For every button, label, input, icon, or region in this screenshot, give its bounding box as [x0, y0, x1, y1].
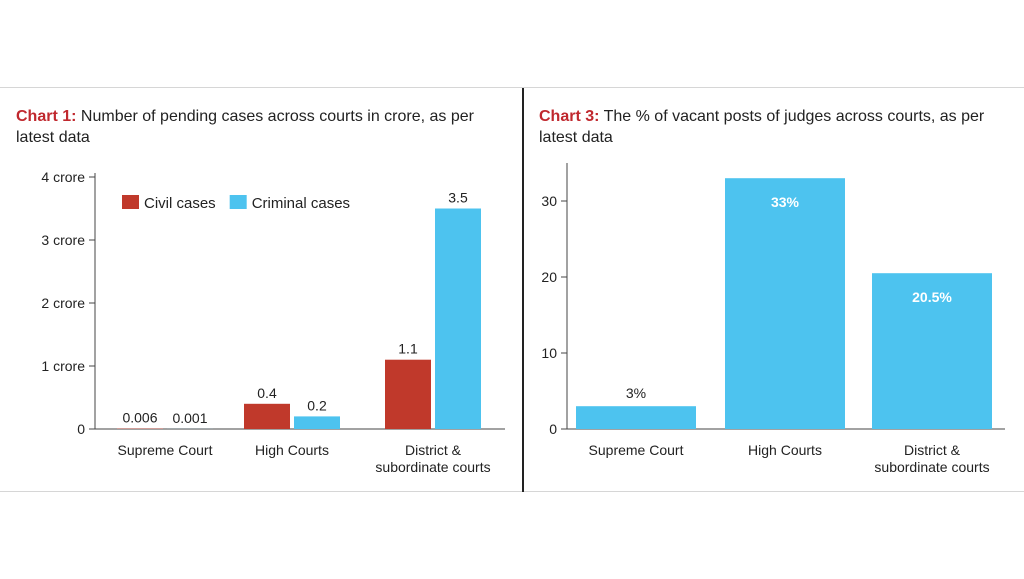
data-label: 0.2 — [307, 397, 327, 413]
chart-1-panel: Chart 1: Number of pending cases across … — [0, 88, 521, 491]
category-label: High Courts — [748, 442, 822, 458]
category-label: Supreme Court — [118, 442, 213, 458]
category-label: High Courts — [255, 442, 329, 458]
y-tick-label: 3 crore — [41, 232, 85, 248]
category-label-line: Supreme Court — [118, 442, 213, 458]
top-rule — [0, 87, 1024, 88]
category-label: Supreme Court — [589, 442, 684, 458]
data-label: 0.006 — [122, 410, 157, 426]
y-tick-label: 10 — [541, 345, 557, 361]
chart-3-title-lead: Chart 3: — [539, 108, 600, 125]
y-tick-label: 2 crore — [41, 295, 85, 311]
bottom-rule — [0, 491, 1024, 492]
chart-3-title-text: The % of vacant posts of judges across c… — [539, 108, 985, 146]
category-label-line: Supreme Court — [589, 442, 684, 458]
data-label: 20.5% — [912, 289, 952, 305]
chart-1-title: Chart 1: Number of pending cases across … — [16, 106, 496, 148]
bar-vacancy — [872, 273, 992, 429]
data-label: 0.4 — [257, 385, 277, 401]
data-label: 3% — [626, 385, 646, 401]
y-tick-label: 20 — [541, 269, 557, 285]
category-label-line: subordinate courts — [874, 459, 989, 475]
y-tick-label: 0 — [549, 421, 557, 437]
data-label: 0.001 — [172, 410, 207, 426]
bar-civil — [244, 403, 290, 429]
legend-label: Civil cases — [144, 195, 216, 212]
y-tick-label: 4 crore — [41, 169, 85, 185]
chart-3-svg: 0 10 20 30 3% 33% 20.5% Supreme Court High Court… — [541, 163, 1005, 475]
legend-swatch — [122, 195, 139, 209]
legend-swatch — [229, 195, 247, 209]
category-label-line: District & — [405, 442, 462, 458]
bar-criminal — [435, 208, 481, 429]
y-tick-label: 1 crore — [41, 358, 85, 374]
legend-label: Criminal cases — [252, 195, 350, 212]
category-label: District & subordinate courts — [874, 442, 989, 475]
chart-1-svg: 0 1 crore 2 crore 3 crore 4 crore 0.006 0.4 1.1… — [41, 169, 505, 475]
bar-vacancy — [725, 178, 845, 429]
category-label-line: subordinate courts — [375, 459, 490, 475]
bar-civil — [385, 359, 431, 429]
chart-3-panel: Chart 3: The % of vacant posts of judges… — [525, 88, 1024, 491]
category-label-line: High Courts — [748, 442, 822, 458]
bar-criminal — [294, 416, 340, 429]
chart-1-title-text: Number of pending cases across courts in… — [16, 108, 474, 146]
category-label-line: High Courts — [255, 442, 329, 458]
y-tick-label: 30 — [541, 193, 557, 209]
category-label-line: District & — [904, 442, 961, 458]
y-tick-label: 0 — [77, 421, 85, 437]
category-label: District & subordinate courts — [375, 442, 490, 475]
chart-3-title: Chart 3: The % of vacant posts of judges… — [539, 106, 1019, 148]
chart-1-title-lead: Chart 1: — [16, 108, 77, 125]
data-label: 1.1 — [398, 341, 418, 357]
data-label: 33% — [771, 194, 800, 210]
data-label: 3.5 — [448, 190, 468, 206]
bar-vacancy — [576, 406, 696, 429]
panel-divider — [522, 88, 524, 492]
